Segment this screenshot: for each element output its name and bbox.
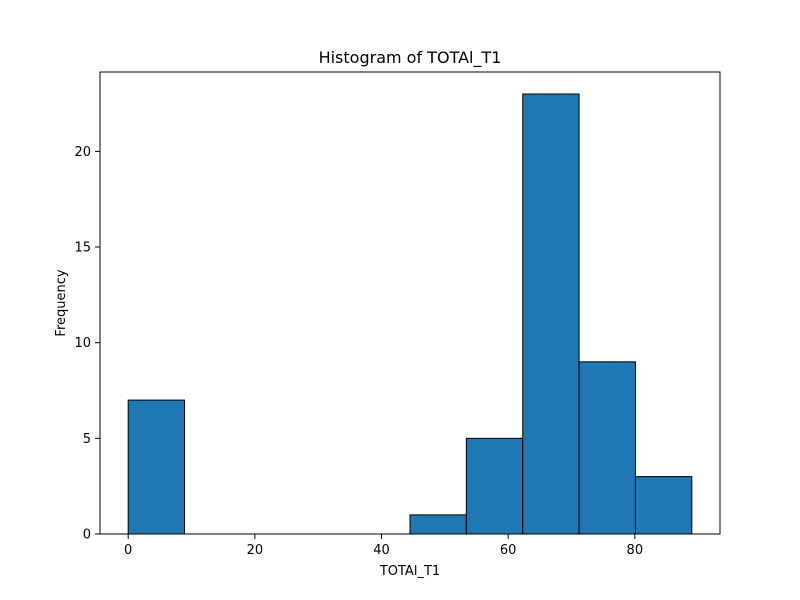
x-tick-label: 20 (247, 543, 264, 558)
x-tick-label: 0 (124, 543, 132, 558)
y-tick-label: 15 (74, 241, 91, 256)
histogram-bar-6 (465, 437, 524, 535)
histogram-bar-5 (409, 514, 467, 535)
x-tick-label: 40 (373, 543, 390, 558)
y-axis-label: Frequency (54, 269, 69, 336)
histogram-bar-7 (522, 93, 580, 535)
chart-title: Histogram of TOTAl_T1 (319, 48, 502, 68)
x-axis-label: TOTAl_T1 (379, 564, 440, 579)
x-axis-ticks: 0 20 40 60 80 (124, 534, 643, 558)
y-tick-label: 10 (74, 336, 91, 351)
y-tick-label: 0 (83, 528, 91, 543)
x-tick-label: 60 (500, 543, 517, 558)
plot-frame (99, 71, 721, 535)
y-tick-label: 20 (74, 145, 91, 160)
histogram-bar-8 (578, 361, 636, 535)
histogram-bar-0 (127, 399, 186, 535)
x-tick-label: 80 (627, 543, 644, 558)
bars-group (127, 93, 693, 535)
y-tick-label: 5 (83, 432, 91, 447)
y-axis-ticks: 0 5 10 15 20 (74, 145, 100, 543)
histogram-bar-9 (634, 476, 693, 535)
